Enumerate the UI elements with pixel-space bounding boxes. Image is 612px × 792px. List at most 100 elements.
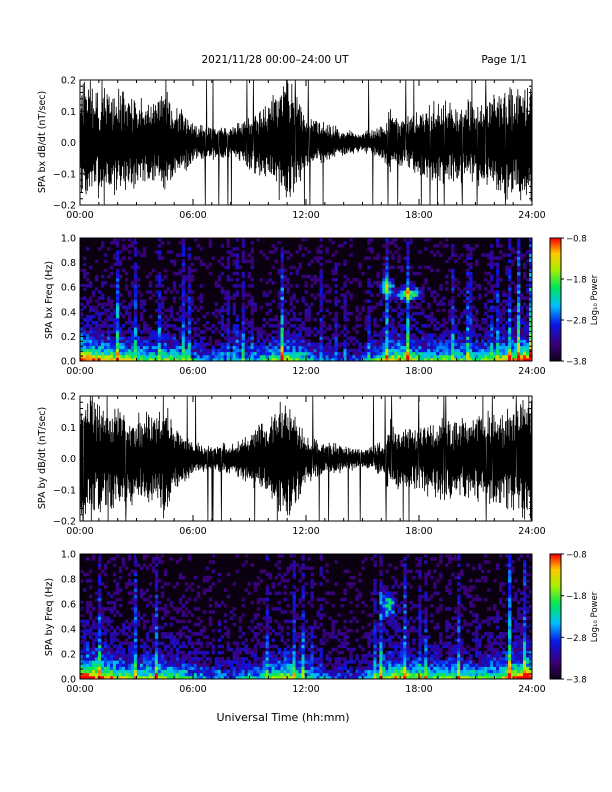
spectrogram-cell [196,632,201,636]
spectrogram-cell [109,317,114,322]
spectrogram-cell [514,308,518,313]
colorbar-swatch [550,311,561,315]
spectrogram-cell [373,256,377,260]
spectrogram-cell [430,311,434,316]
spectrogram-cell [217,629,222,633]
spectrogram-cell [145,339,150,343]
spectrogram-cell [487,324,491,328]
spectrogram-cell [94,591,99,596]
colorbar-swatch [550,297,561,300]
spectrogram-cell [295,345,299,350]
spectrogram-cell [298,597,302,602]
spectrogram-cell [382,281,386,285]
spectrogram-cell [181,321,186,325]
spectrogram-cell [115,256,120,260]
spectrogram-cell [457,357,461,362]
spectrogram-cell [283,579,287,583]
spectrogram-cell [319,663,323,667]
spectrogram-cell [277,268,281,273]
spectrogram-cell [520,296,524,300]
spectrogram-cell [175,607,180,611]
spectrogram-cell [526,330,530,334]
spectrogram-cell [289,663,293,667]
spectrogram-cell [529,244,533,248]
spectrogram-cell [169,314,174,319]
spectrogram-cell [196,650,201,655]
spectrogram-cell [139,253,144,257]
spectrogram-cell [418,342,422,347]
spectrogram-cell [118,293,123,297]
spectrogram-cell [463,357,467,362]
spectrogram-cell [436,244,440,248]
spectrogram-cell [397,290,401,294]
spectrogram-cell [301,632,305,636]
spectrogram-cell [433,348,437,353]
spectrogram-cell [163,644,168,649]
spectrogram-cell [283,277,287,282]
spectrogram-cell [184,348,189,353]
spectrogram-cell [109,557,114,561]
spectrogram-cell [220,271,225,276]
spectrogram-cell [94,333,99,337]
spectrogram-cell [166,635,171,639]
spectrogram-cell [229,351,234,356]
spectrogram-cell [247,348,252,353]
spectrogram-cell [256,575,260,580]
spectrogram-cell [115,299,120,303]
spectrogram-cell [187,253,192,257]
spectrogram-cell [469,247,473,251]
colorbar-swatch [550,332,561,335]
spectrogram-cell [379,287,383,291]
spectrogram-cell [385,265,389,270]
spectrogram-cell [130,348,135,353]
spectrogram-cell [436,250,440,254]
spectrogram-cell [223,336,228,340]
colorbar-swatch [550,348,561,352]
spectrogram-cell [202,348,207,353]
spectrogram-cell [145,354,150,359]
spectrogram-cell [529,259,533,263]
spectrogram-cell [280,296,284,300]
spectrogram-cell [349,582,353,586]
spectrogram-cell [97,663,102,667]
spectrogram-cell [391,256,395,260]
spectrogram-cell [103,321,108,325]
spectrogram-cell [130,641,135,646]
spectrogram-cell [184,274,189,279]
spectrogram-cell [289,675,293,680]
spectrogram-cell [526,345,530,350]
spectrogram-cell [508,287,512,291]
spectrogram-cell [370,339,374,343]
colorbar-swatch [550,289,561,292]
spectrogram-cell [163,660,168,664]
spectrogram-cell [472,357,476,362]
spectrogram-cell [295,250,299,254]
spectrogram-cell [97,654,102,658]
spectrogram-cell [529,324,533,328]
spectrogram-cell [154,569,159,574]
spectrogram-cell [238,663,243,667]
spectrogram-cell [244,327,249,331]
spectrogram-cell [115,314,120,319]
spectrogram-cell [328,672,332,677]
spectrogram-cell [394,287,398,291]
spectrogram-cell [292,351,296,356]
spectrogram-cell [325,591,329,596]
spectrogram-cell [169,666,174,671]
spectrogram-cell [115,293,120,297]
spectrogram-cell [97,330,102,334]
spectrogram-cell [160,641,165,646]
spectrogram-cell [154,354,159,359]
spectrogram-cell [517,314,521,319]
spectrogram-cell [154,357,159,362]
spectrogram-cell [220,354,225,359]
spectrogram-cell [460,339,464,343]
spectrogram-cell [505,351,509,356]
spectrogram-cell [511,327,515,331]
spectrogram-cell [397,333,401,337]
spectrogram-cell [130,660,135,664]
spectrogram-cell [91,290,96,294]
spectrogram-cell [262,342,266,347]
spectrogram-cell [508,299,512,303]
spectrogram-cell [229,277,234,282]
